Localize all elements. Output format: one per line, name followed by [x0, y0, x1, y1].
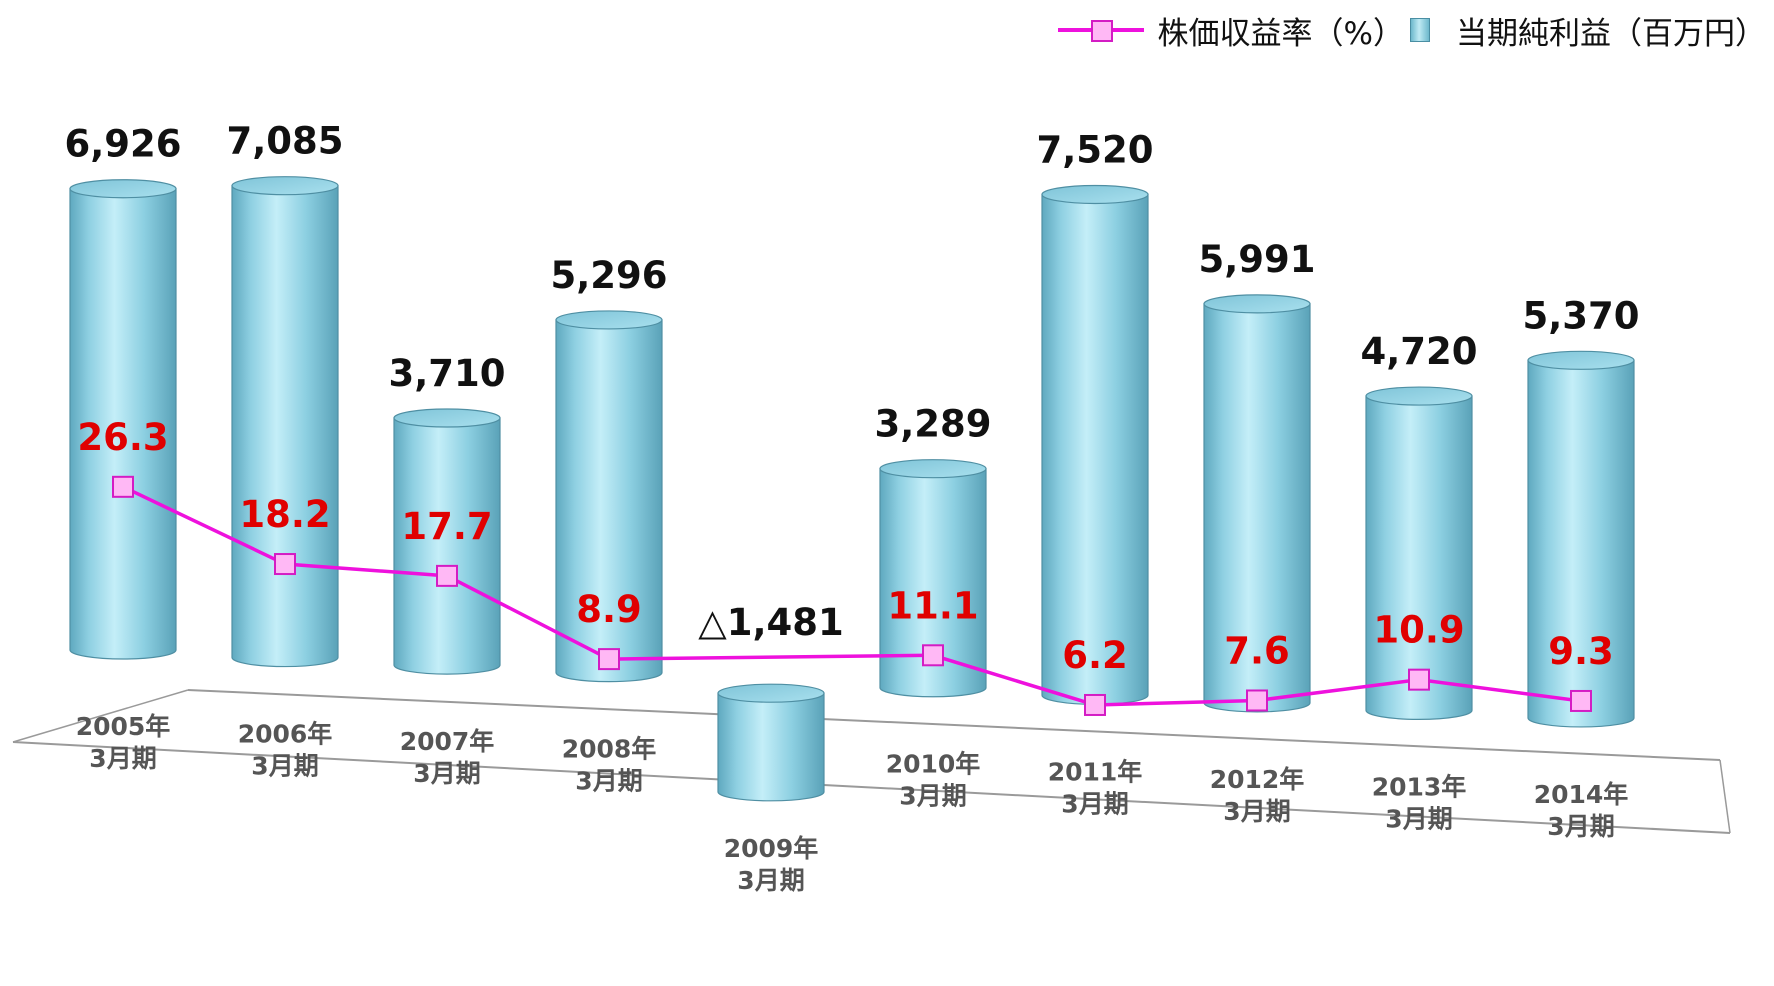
category-label: 3月期 [899, 782, 966, 811]
bar-value-label: 5,991 [1198, 238, 1315, 281]
category-label: 2006年 [238, 720, 333, 749]
category-label: 2007年 [400, 727, 495, 756]
line-series [112, 475, 1592, 716]
bar-6 [879, 459, 987, 698]
floor-right-edge [1719, 759, 1731, 834]
category-label: 3月期 [575, 767, 642, 796]
floor-back-edge [187, 689, 1721, 761]
per-point [1246, 689, 1268, 712]
bar-7 [1041, 184, 1149, 705]
bar-body [1203, 303, 1311, 713]
bar-top [1527, 350, 1635, 370]
bar-body [393, 417, 501, 675]
bar-4 [555, 310, 663, 683]
bar-top [1365, 386, 1473, 406]
per-value-label: 7.6 [1224, 629, 1290, 672]
floor-left-edge [12, 689, 189, 743]
category-label: 3月期 [1547, 812, 1614, 841]
bar-top [1041, 184, 1149, 205]
bar-10 [1527, 350, 1635, 728]
bar-value-label: △1,481 [698, 601, 844, 644]
per-value-label: 9.3 [1548, 630, 1614, 673]
bar-body [69, 188, 177, 660]
category-label: 3月期 [1223, 797, 1290, 826]
category-label: 3月期 [1061, 789, 1128, 818]
bar-body [1527, 359, 1635, 728]
floor-plane [12, 689, 1731, 834]
bar-top [393, 408, 501, 428]
bar-body [1365, 395, 1473, 720]
bar-1 [69, 179, 177, 660]
bar-value-label: 3,289 [874, 403, 991, 446]
per-value-label: 6.2 [1062, 634, 1128, 677]
per-point [1408, 668, 1430, 691]
bar-series [69, 176, 1635, 802]
per-value-label: 8.9 [576, 588, 642, 631]
bar-body [717, 692, 825, 802]
bar-value-label: 4,720 [1360, 330, 1477, 373]
category-label: 3月期 [251, 752, 318, 781]
category-label: 2012年 [1210, 765, 1305, 794]
bar-top [1203, 294, 1311, 314]
legend-bar-swatch-icon [1410, 18, 1430, 42]
legend-line-label: 株価収益率（%） [1157, 15, 1404, 52]
per-point [922, 644, 944, 667]
bar-value-label: 5,370 [1522, 294, 1639, 337]
per-line [122, 485, 1582, 707]
legend-bar-label: 当期純利益（百万円） [1456, 15, 1766, 52]
bar-value-label: 3,710 [388, 352, 505, 395]
bar-value-label: 5,296 [550, 254, 667, 297]
bar-9 [1365, 386, 1473, 720]
per-point [436, 564, 458, 587]
category-label: 3月期 [1385, 804, 1452, 833]
bar-top [231, 176, 339, 196]
bar-value-label: 7,520 [1036, 128, 1153, 171]
bar-top [69, 179, 177, 199]
bar-value-label: 7,085 [226, 120, 343, 163]
bar-2 [231, 176, 339, 668]
category-label: 2008年 [562, 735, 657, 764]
per-value-label: 10.9 [1373, 609, 1464, 652]
per-value-label: 26.3 [77, 416, 168, 459]
category-label: 3月期 [737, 866, 804, 895]
per-point [1084, 693, 1106, 716]
category-label: 2013年 [1372, 772, 1467, 801]
bar-top [879, 459, 987, 479]
bar-body [879, 468, 987, 698]
floor-front-edge [12, 741, 1731, 834]
category-label: 2005年 [76, 712, 171, 741]
bar-3 [393, 408, 501, 675]
category-label: 3月期 [413, 759, 480, 788]
per-point [274, 553, 296, 576]
per-point [598, 648, 620, 671]
category-label: 2011年 [1048, 757, 1143, 786]
bar-top [555, 310, 663, 330]
label-layer: 6,926 2005年 3月期 7,085 2006年 3月期 3,710 2007年 3月期 5… [64, 120, 1639, 895]
per-value-label: 11.1 [887, 584, 978, 627]
bar-body [1041, 193, 1149, 705]
bar-value-label: 6,926 [64, 123, 181, 166]
bar-top [717, 683, 825, 703]
category-label: 2010年 [886, 750, 981, 779]
per-point [1570, 689, 1592, 712]
bar-8 [1203, 294, 1311, 713]
chart-legend: 株価収益率（%） 当期純利益（百万円） [1057, 8, 1766, 52]
bar-body [555, 319, 663, 683]
category-label: 2009年 [724, 834, 819, 863]
per-point [112, 475, 134, 498]
bar-5 [717, 683, 825, 802]
bar-body [231, 185, 339, 668]
per-value-label: 18.2 [239, 493, 330, 536]
category-label: 2014年 [1534, 780, 1629, 809]
legend-line-marker-icon [1057, 15, 1144, 45]
category-label: 3月期 [89, 744, 156, 773]
per-value-label: 17.7 [401, 505, 492, 548]
